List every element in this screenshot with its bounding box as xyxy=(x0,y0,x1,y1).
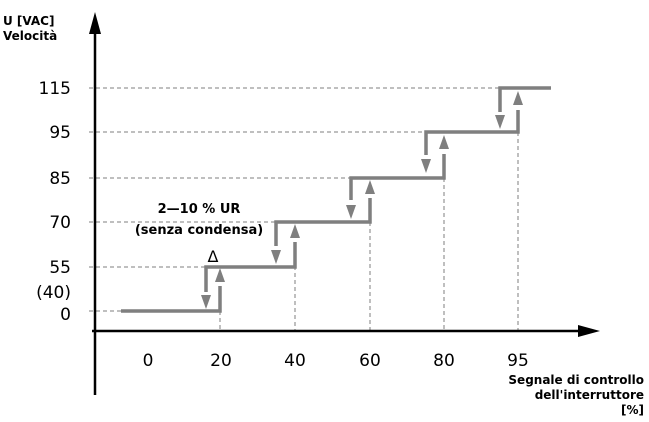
x-axis-arrow xyxy=(578,325,600,337)
down-arrow-115 xyxy=(495,115,505,129)
horizontal-guides xyxy=(89,87,500,312)
y-axis-title-line1: U [VAC] xyxy=(3,14,55,28)
humidity-annotation: 2—10 % UR (senza condensa) xyxy=(135,202,263,238)
step-level-95 xyxy=(424,110,520,155)
y-tick: 70 xyxy=(49,213,71,233)
up-arrow-20 xyxy=(215,268,225,282)
y-axis-title: U [VAC] Velocità xyxy=(3,14,57,44)
y-tick: (40) xyxy=(36,283,71,303)
y-tick: 85 xyxy=(49,169,71,189)
step-level-115 xyxy=(498,86,551,112)
x-tick: 60 xyxy=(359,351,381,371)
x-tick: 40 xyxy=(284,351,306,371)
x-tick: 0 xyxy=(143,351,154,371)
x-tick-labels: 0 20 40 60 80 95 xyxy=(143,351,529,371)
up-arrow-95 xyxy=(513,91,523,105)
annotation-line1: 2—10 % UR xyxy=(158,202,241,217)
annotation-line2: (senza condensa) xyxy=(135,223,263,238)
x-axis-title-line2: dell'interruttore xyxy=(534,388,644,402)
y-tick: 55 xyxy=(49,258,71,278)
vertical-guides xyxy=(219,132,519,331)
up-arrow-80 xyxy=(439,135,449,149)
down-arrow-85 xyxy=(346,205,356,219)
y-tick: 115 xyxy=(39,79,71,99)
x-axis-title: Segnale di controllo dell'interruttore [… xyxy=(508,373,644,418)
step-level-70 xyxy=(274,198,372,246)
y-tick: 95 xyxy=(49,123,71,143)
step-level-85 xyxy=(349,154,446,200)
x-tick: 95 xyxy=(507,351,529,371)
step-level-0 xyxy=(121,286,222,313)
up-arrow-60 xyxy=(365,180,375,194)
step-level-55 xyxy=(204,242,297,292)
down-arrow-55 xyxy=(201,295,211,309)
delta-marker: Δ xyxy=(208,247,219,266)
hysteresis-arrows xyxy=(201,91,523,309)
y-tick: 0 xyxy=(60,305,71,325)
x-axis-title-line1: Segnale di controllo xyxy=(508,373,644,387)
down-arrow-70 xyxy=(271,250,281,264)
up-arrow-40 xyxy=(290,224,300,238)
step-curve xyxy=(121,86,551,313)
y-tick-labels: 115 95 85 70 55 (40) 0 xyxy=(36,79,71,325)
down-arrow-95 xyxy=(421,159,431,173)
x-tick: 80 xyxy=(433,351,455,371)
y-axis-arrow xyxy=(89,12,101,34)
y-axis-title-line2: Velocità xyxy=(3,29,58,43)
x-tick: 20 xyxy=(210,351,232,371)
x-axis-title-line3: [%] xyxy=(621,403,644,417)
